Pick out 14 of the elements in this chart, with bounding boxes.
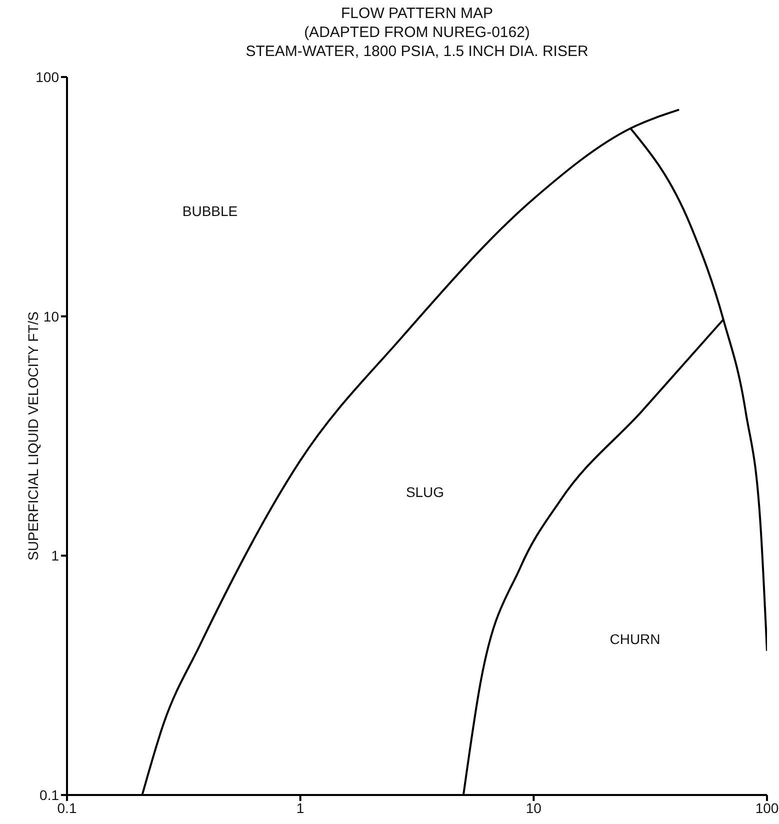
y-tick-label: 10 <box>43 308 60 324</box>
annotation: SLUG <box>404 484 446 500</box>
annotation: CHURN <box>608 631 662 647</box>
x-tick-label: 0.1 <box>57 800 77 816</box>
y-tick-label: 0.1 <box>40 786 60 803</box>
y-tick-label: 1 <box>51 548 60 564</box>
x-tick-label: 100 <box>755 800 779 816</box>
chart-title: FLOW PATTERN MAP <box>340 4 494 23</box>
annotation: BUBBLE <box>181 203 239 219</box>
y-axis-title: SUPERFICIAL LIQUID VELOCITY FT/S <box>24 312 41 560</box>
chart-subtitle: (ADAPTED FROM NUREG-0162) STEAM-WATER, 1800 PSIA, 1.5 INCH DIA. RISER <box>244 23 590 61</box>
x-tick-label: 10 <box>526 800 542 816</box>
x-tick-label: 1 <box>296 800 304 816</box>
y-tick-label: 100 <box>36 68 60 85</box>
